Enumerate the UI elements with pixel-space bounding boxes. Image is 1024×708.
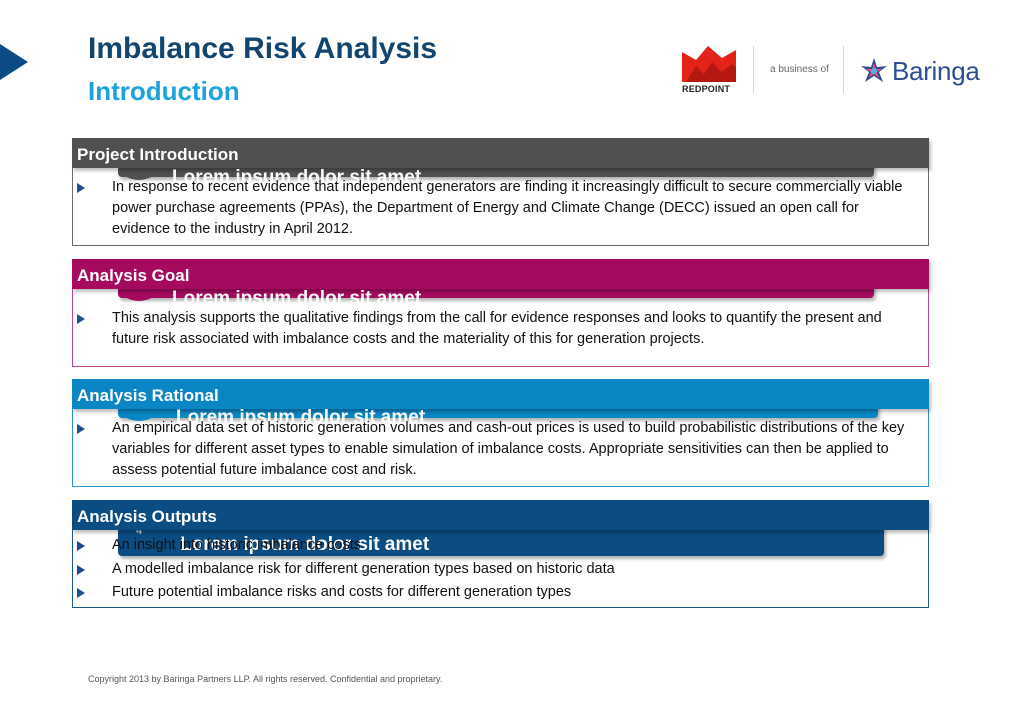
page-subtitle: Introduction bbox=[88, 76, 240, 106]
logo-divider bbox=[753, 46, 754, 94]
section-header: Analysis Goal bbox=[72, 259, 929, 289]
section-project-introduction: 1 Project Introduction Lorem ipsum dolor… bbox=[72, 138, 929, 246]
ghost-heading: Lorem ipsum dolor sit amet bbox=[180, 534, 430, 555]
page-title: Imbalance Risk Analysis bbox=[88, 32, 438, 65]
bullet-arrow-icon bbox=[77, 541, 85, 551]
section-header: Analysis Rational bbox=[72, 379, 929, 409]
section-analysis-outputs: 4 Analysis Outputs Lorem ipsum dolor sit… bbox=[72, 500, 929, 608]
baringa-logo: Baringa bbox=[860, 54, 980, 88]
bullet-arrow-icon bbox=[77, 314, 85, 324]
section-header: Analysis Outputs bbox=[72, 500, 929, 530]
section-analysis-rational: 3 Analysis Rational Lorem ipsum dolor si… bbox=[72, 379, 929, 487]
bullet-arrow-icon bbox=[77, 183, 85, 193]
list-item-text: A modelled imbalance risk for different … bbox=[112, 561, 615, 577]
list-item-text: This analysis supports the qualitative f… bbox=[112, 310, 882, 347]
ghost-heading: Lorem ipsum dolor sit amet bbox=[172, 167, 422, 188]
copyright-text: Copyright 2013 by Baringa Partners LLP. … bbox=[88, 674, 443, 684]
baringa-star-icon bbox=[861, 58, 887, 82]
bullet-arrow-icon bbox=[77, 565, 85, 575]
section-header: Project Introduction bbox=[72, 138, 929, 168]
redpoint-mountain-icon bbox=[682, 46, 736, 82]
logo-divider bbox=[843, 46, 844, 94]
list-item-text: Future potential imbalance risks and cos… bbox=[112, 584, 572, 600]
bullet-arrow-icon bbox=[77, 424, 85, 434]
ghost-heading: Lorem ipsum dolor sit amet bbox=[176, 407, 426, 428]
list-item-text: In response to recent evidence that inde… bbox=[112, 179, 903, 237]
redpoint-wordmark: REDPOINT bbox=[682, 84, 731, 94]
list-item-text: An insight into historic imbalance costs bbox=[112, 537, 362, 553]
redpoint-logo: REDPOINT bbox=[682, 46, 738, 94]
corner-triangle-icon bbox=[0, 44, 28, 80]
list-item-text: An empirical data set of historic genera… bbox=[112, 420, 905, 478]
ghost-heading: Lorem ipsum dolor sit amet bbox=[172, 288, 422, 309]
section-analysis-goal: 2 Analysis Goal Lorem ipsum dolor sit am… bbox=[72, 259, 929, 367]
baringa-wordmark: Baringa bbox=[892, 55, 980, 86]
bullet-arrow-icon bbox=[77, 588, 85, 598]
business-of-text: a business of bbox=[770, 64, 829, 75]
